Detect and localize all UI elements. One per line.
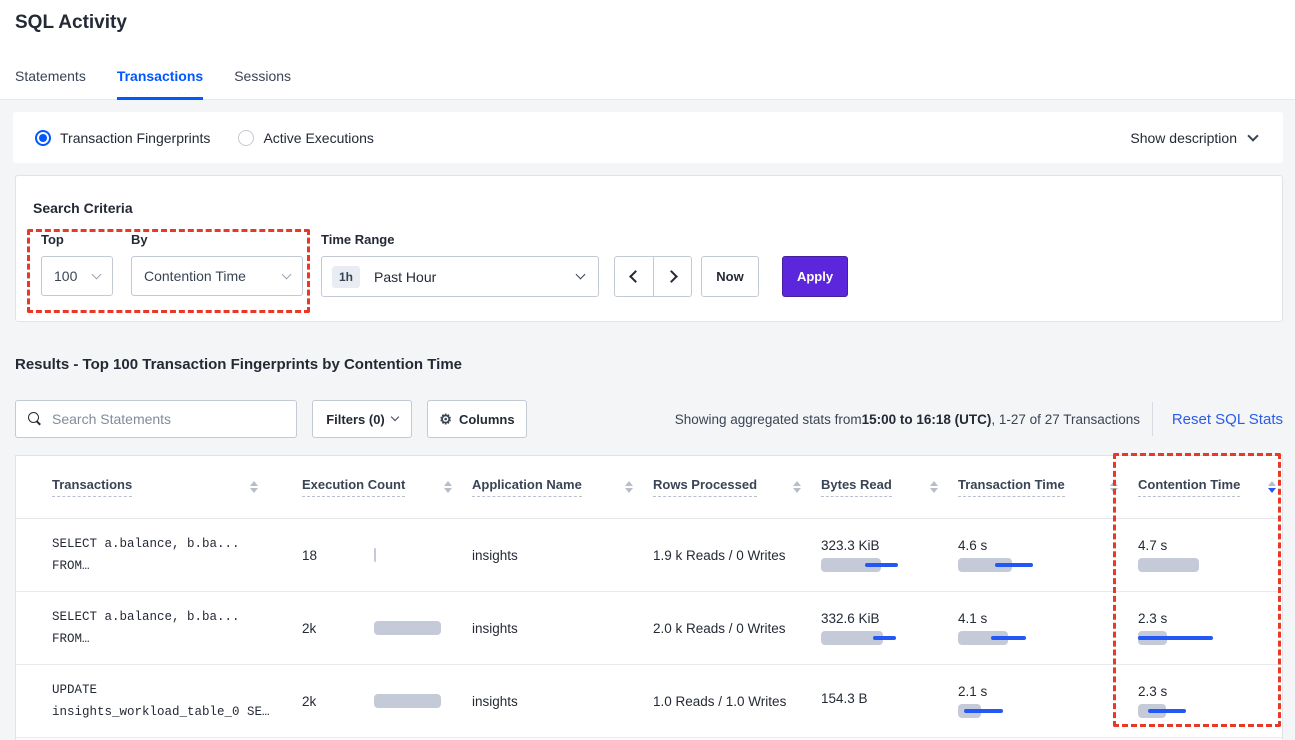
contention-time-bar <box>1138 558 1216 572</box>
search-criteria-heading: Search Criteria <box>33 200 133 216</box>
radio-transaction-fingerprints[interactable]: Transaction Fingerprints <box>35 129 210 146</box>
sort-desc-icon <box>1268 481 1276 493</box>
time-range-badge: 1h <box>332 265 361 288</box>
bytes-read-cell: 323.3 KiB <box>821 538 958 572</box>
radio-selected-icon <box>35 129 51 146</box>
contention-time-cell: 2.3 s <box>1138 611 1282 645</box>
bytes-read-cell: 332.6 KiB <box>821 611 958 645</box>
chevron-down-icon <box>575 269 586 280</box>
transaction-time-bar <box>958 631 1036 645</box>
search-statements-box <box>15 400 297 438</box>
application-name-cell: insights <box>472 620 518 636</box>
view-toggle-band: Transaction Fingerprints Active Executio… <box>13 112 1283 163</box>
search-icon <box>28 412 42 426</box>
sort-icon <box>793 481 801 493</box>
execution-count-cell: 18 <box>302 548 472 563</box>
results-heading: Results - Top 100 Transaction Fingerprin… <box>15 356 463 373</box>
column-header-contention-time[interactable]: Contention Time <box>1138 477 1282 497</box>
aggregated-stats-text: Showing aggregated stats from 15:00 to 1… <box>674 411 1140 427</box>
tab-bar: Statements Transactions Sessions <box>15 68 291 100</box>
radio-active-executions[interactable]: Active Executions <box>238 129 374 146</box>
column-header-rows-processed[interactable]: Rows Processed <box>653 477 821 497</box>
radio-unselected-icon <box>238 129 255 146</box>
column-header-application-name[interactable]: Application Name <box>472 477 653 497</box>
column-header-execution-count[interactable]: Execution Count <box>302 477 472 497</box>
contention-time-bar <box>1138 704 1216 718</box>
time-range-label: Time Range <box>321 232 395 247</box>
sort-icon <box>250 481 258 493</box>
chevron-left-icon <box>629 270 642 283</box>
transaction-time-cell: 4.6 s <box>958 538 1138 572</box>
transactions-table: Transactions Execution Count Application… <box>15 455 1283 740</box>
time-next-button[interactable] <box>653 257 691 296</box>
execution-count-cell: 2k <box>302 621 472 636</box>
transaction-fingerprint-link[interactable]: UPDATE insights_workload_table_0 SE… <box>52 683 270 719</box>
chevron-down-icon <box>1247 129 1259 142</box>
rows-processed-cell: 1.9 k Reads / 0 Writes <box>653 547 786 563</box>
top-select[interactable]: 100 <box>41 256 113 296</box>
filters-button[interactable]: Filters (0) <box>312 400 412 438</box>
execution-count-bar <box>374 548 452 562</box>
table-row: UPDATE insights_workload_table_0 SE… 2k … <box>16 665 1282 738</box>
time-range-select[interactable]: 1h Past Hour <box>321 256 599 297</box>
time-nav-group <box>614 256 692 297</box>
application-name-cell: insights <box>472 547 518 563</box>
sort-icon <box>444 481 452 493</box>
apply-button[interactable]: Apply <box>782 256 848 297</box>
bytes-read-bar <box>821 558 899 572</box>
columns-button[interactable]: ⚙ Columns <box>427 400 527 438</box>
chevron-down-icon <box>281 269 292 279</box>
rows-processed-cell: 2.0 k Reads / 0 Writes <box>653 620 786 636</box>
toolbar-divider <box>1152 402 1153 436</box>
transaction-time-cell: 2.1 s <box>958 684 1138 718</box>
sort-icon <box>1110 481 1118 493</box>
transaction-time-bar <box>958 558 1036 572</box>
transaction-time-bar <box>958 704 1036 718</box>
contention-time-cell: 2.3 s <box>1138 684 1282 718</box>
execution-count-cell: 2k <box>302 694 472 709</box>
chevron-down-icon <box>390 412 399 422</box>
contention-time-bar <box>1138 631 1216 645</box>
transaction-time-cell: 4.1 s <box>958 611 1138 645</box>
chevron-right-icon <box>664 270 678 283</box>
transaction-fingerprint-link[interactable]: SELECT a.balance, b.ba... FROM… <box>52 610 240 646</box>
bytes-read-bar <box>821 631 899 645</box>
rows-processed-cell: 1.0 Reads / 1.0 Writes <box>653 693 787 709</box>
column-header-transaction-time[interactable]: Transaction Time <box>958 477 1138 497</box>
table-row: SELECT a.balance, b.ba... FROM… 18 insig… <box>16 519 1282 592</box>
time-prev-button[interactable] <box>615 257 653 296</box>
execution-count-bar <box>374 621 452 635</box>
sort-icon <box>625 481 633 493</box>
page-header: SQL Activity Statements Transactions Ses… <box>0 0 1295 100</box>
column-header-bytes-read[interactable]: Bytes Read <box>821 477 958 497</box>
chevron-down-icon <box>91 269 102 279</box>
top-label: Top <box>41 232 64 247</box>
transaction-fingerprint-link[interactable]: SELECT a.balance, b.ba... FROM… <box>52 537 240 573</box>
bytes-read-cell: 154.3 B <box>821 691 868 706</box>
sort-icon <box>930 481 938 493</box>
by-label: By <box>131 232 148 247</box>
search-criteria-card: Search Criteria Top 100 By Contention Ti… <box>15 175 1283 322</box>
application-name-cell: insights <box>472 693 518 709</box>
tab-transactions[interactable]: Transactions <box>116 68 204 100</box>
table-header-row: Transactions Execution Count Application… <box>16 456 1282 519</box>
reset-sql-stats-link[interactable]: Reset SQL Stats <box>1171 410 1283 428</box>
tab-statements[interactable]: Statements <box>15 68 86 84</box>
column-header-transactions[interactable]: Transactions <box>52 477 302 497</box>
now-button[interactable]: Now <box>701 256 759 297</box>
page-title: SQL Activity <box>15 12 127 33</box>
tab-sessions[interactable]: Sessions <box>234 68 292 84</box>
search-input[interactable] <box>42 411 296 427</box>
by-select[interactable]: Contention Time <box>131 256 303 296</box>
contention-time-cell: 4.7 s <box>1138 538 1282 572</box>
gear-icon: ⚙ <box>439 411 452 427</box>
show-description-toggle[interactable]: Show description <box>1130 112 1259 163</box>
execution-count-bar <box>374 694 452 708</box>
table-row: SELECT a.balance, b.ba... FROM… 2k insig… <box>16 592 1282 665</box>
